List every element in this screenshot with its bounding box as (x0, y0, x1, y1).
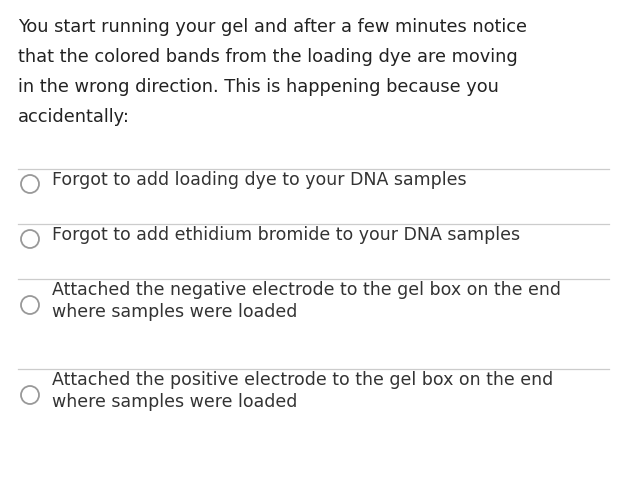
Text: in the wrong direction. This is happening because you: in the wrong direction. This is happenin… (18, 78, 499, 96)
Text: that the colored bands from the loading dye are moving: that the colored bands from the loading … (18, 48, 518, 66)
Text: You start running your gel and after a few minutes notice: You start running your gel and after a f… (18, 18, 527, 36)
Text: Forgot to add ethidium bromide to your DNA samples: Forgot to add ethidium bromide to your D… (52, 226, 520, 243)
Text: Attached the positive electrode to the gel box on the end: Attached the positive electrode to the g… (52, 370, 553, 388)
Text: Forgot to add loading dye to your DNA samples: Forgot to add loading dye to your DNA sa… (52, 171, 466, 189)
Text: where samples were loaded: where samples were loaded (52, 392, 297, 410)
Text: Attached the negative electrode to the gel box on the end: Attached the negative electrode to the g… (52, 280, 561, 299)
Text: where samples were loaded: where samples were loaded (52, 302, 297, 320)
Text: accidentally:: accidentally: (18, 108, 130, 126)
